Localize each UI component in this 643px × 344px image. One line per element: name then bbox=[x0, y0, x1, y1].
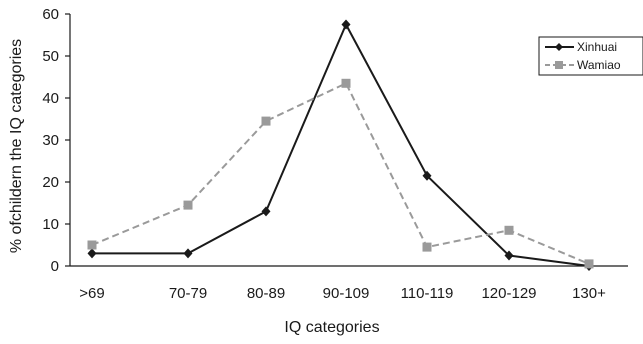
y-tick-label: 40 bbox=[42, 90, 59, 107]
series-layer bbox=[87, 19, 594, 271]
x-tick-label: 80-89 bbox=[247, 285, 285, 302]
x-tick-label: 90-109 bbox=[323, 285, 370, 302]
legend-marker-xinhuai bbox=[555, 43, 563, 51]
y-tick-label: 10 bbox=[42, 216, 59, 233]
legend-marker-wamiao bbox=[555, 61, 563, 69]
data-point-wamiao bbox=[261, 116, 271, 126]
y-tick-label: 30 bbox=[42, 132, 59, 149]
x-tick-label: 70-79 bbox=[169, 285, 207, 302]
legend-label-wamiao: Wamiao bbox=[577, 58, 621, 72]
data-point-wamiao bbox=[504, 225, 514, 235]
data-point-xinhuai bbox=[504, 250, 514, 261]
data-point-xinhuai bbox=[261, 206, 271, 217]
data-point-wamiao bbox=[584, 259, 594, 269]
data-point-xinhuai bbox=[87, 248, 97, 259]
data-point-wamiao bbox=[341, 78, 351, 88]
y-tick-label: 0 bbox=[51, 258, 59, 275]
y-tick-label: 60 bbox=[42, 6, 59, 23]
y-tick-label: 20 bbox=[42, 174, 59, 191]
data-point-wamiao bbox=[87, 240, 97, 250]
legend: Xinhuai Wamiao bbox=[538, 36, 643, 76]
x-axis: >69 70-79 80-89 90-109 110-119 120-129 130+ bbox=[70, 265, 628, 302]
x-tick-label: 130+ bbox=[572, 285, 606, 302]
legend-label-xinhuai: Xinhuai bbox=[577, 40, 617, 54]
x-tick-label: 120-129 bbox=[481, 285, 536, 302]
data-point-wamiao bbox=[422, 242, 432, 252]
y-tick-label: 50 bbox=[42, 48, 59, 65]
data-point-xinhuai bbox=[341, 19, 351, 30]
x-tick-label: 110-119 bbox=[401, 285, 454, 302]
series-line-wamiao bbox=[91, 82, 590, 265]
data-point-xinhuai bbox=[183, 248, 193, 259]
data-point-xinhuai bbox=[422, 170, 432, 181]
y-axis: 0 10 20 30 40 50 60 bbox=[42, 6, 71, 275]
x-axis-title: IQ categories bbox=[284, 319, 379, 336]
x-tick-label: >69 bbox=[79, 285, 104, 302]
data-point-wamiao bbox=[183, 200, 193, 210]
series-line-xinhuai bbox=[92, 23, 590, 267]
y-axis-title: % ofchildern the IQ categories bbox=[8, 39, 25, 253]
